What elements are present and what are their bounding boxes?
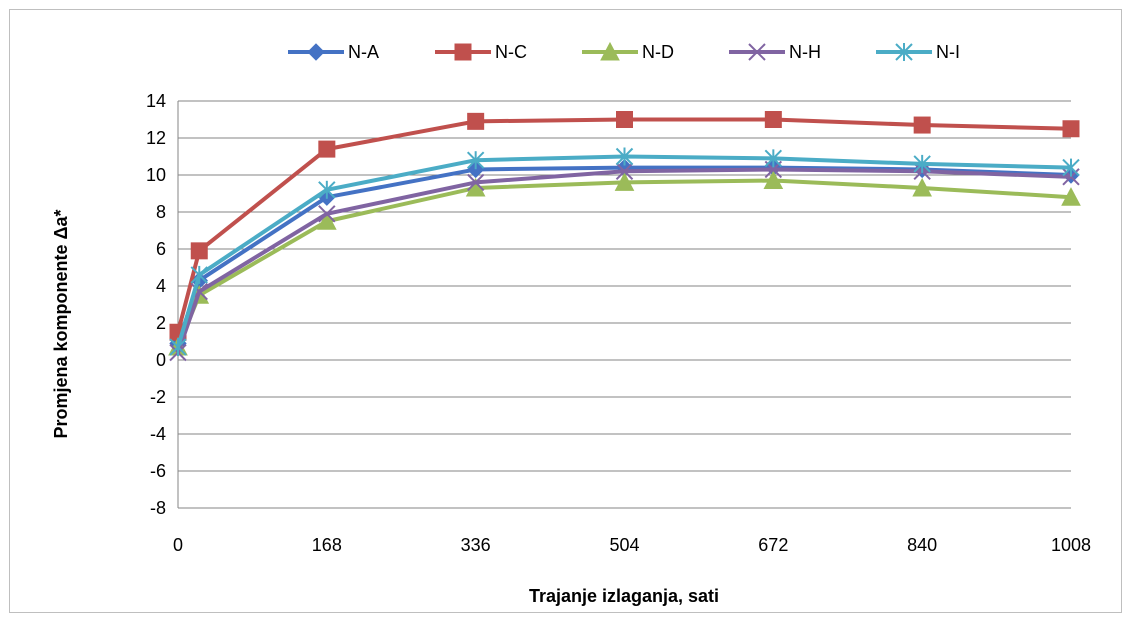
- data-point-n-d: [763, 170, 784, 190]
- data-point-n-i: [913, 154, 931, 173]
- data-point-n-i: [318, 180, 336, 199]
- legend-marker: [895, 43, 913, 61]
- data-point-n-c: [190, 242, 208, 260]
- legend-item-n-d: N-D: [582, 41, 674, 62]
- data-point-n-d: [912, 177, 932, 197]
- series-n-c: [169, 111, 1080, 341]
- series-n-d: [168, 170, 1081, 356]
- legend-label: N-A: [348, 42, 379, 62]
- legend-item-n-a: N-A: [288, 42, 379, 62]
- data-point-n-c: [318, 140, 336, 158]
- x-axis-title: Trajanje izlaganja, sati: [529, 586, 719, 606]
- legend-marker: [748, 43, 766, 61]
- legend-marker: [600, 41, 620, 61]
- y-tick-label: 14: [146, 91, 166, 111]
- data-point-n-i: [466, 151, 485, 170]
- legend-marker: [307, 43, 325, 61]
- data-point-n-i: [615, 147, 634, 166]
- marker-stroke: [748, 43, 766, 61]
- y-axis-title: Promjena komponente Δa*: [51, 210, 71, 439]
- x-tick-label: 336: [461, 535, 491, 555]
- x-tick-label: 504: [609, 535, 639, 555]
- data-point-n-c: [1062, 120, 1080, 138]
- y-tick-label: 4: [156, 276, 166, 296]
- series-line-n-i: [176, 154, 1072, 348]
- series-line-n-h: [176, 167, 1072, 354]
- data-point-n-h: [466, 173, 485, 192]
- data-point-n-d: [1061, 187, 1081, 206]
- data-point-n-i: [169, 338, 187, 357]
- y-tick-label: 8: [156, 202, 166, 222]
- legend-item-n-h: N-H: [729, 42, 821, 62]
- data-point-n-c: [467, 112, 485, 130]
- series-n-h: [169, 160, 1080, 362]
- data-point-n-h: [318, 205, 336, 223]
- x-tick-label: 1008: [1051, 535, 1091, 555]
- y-tick-label: 0: [156, 350, 166, 370]
- x-tick-label: 168: [312, 535, 342, 555]
- series-line-n-d: [176, 178, 1072, 348]
- y-tick-label: -4: [150, 424, 166, 444]
- marker-stroke: [318, 205, 336, 223]
- x-tick-label: 672: [758, 535, 788, 555]
- marker-stroke: [615, 162, 634, 181]
- series-line-n-a: [176, 165, 1072, 344]
- marker-stroke: [1062, 168, 1080, 186]
- legend-label: N-C: [495, 42, 527, 62]
- data-point-n-i: [190, 265, 208, 284]
- data-point-n-h: [615, 162, 634, 181]
- legend-label: N-D: [642, 42, 674, 62]
- legend-label: N-I: [936, 42, 960, 62]
- y-tick-label: 12: [146, 128, 166, 148]
- legend-item-n-c: N-C: [435, 42, 527, 62]
- legend-marker: [454, 43, 472, 61]
- legend-label: N-H: [789, 42, 821, 62]
- legend: N-A N-C N-D N-H N-I: [288, 41, 960, 62]
- y-tick-label: -2: [150, 387, 166, 407]
- data-point-n-d: [614, 172, 635, 191]
- y-tick-label: -8: [150, 498, 166, 518]
- data-point-n-i: [764, 149, 783, 168]
- y-tick-label: -6: [150, 461, 166, 481]
- y-tick-label: 2: [156, 313, 166, 333]
- marker-stroke: [466, 173, 485, 192]
- data-point-n-d: [317, 211, 337, 230]
- series-layer: [168, 111, 1081, 362]
- series-n-i: [169, 147, 1080, 357]
- data-point-n-c: [913, 116, 931, 134]
- x-tick-label: 840: [907, 535, 937, 555]
- x-tick-label: 0: [173, 535, 183, 555]
- data-point-n-i: [1062, 158, 1080, 177]
- series-line-n-c: [176, 117, 1072, 333]
- data-point-n-c: [616, 111, 633, 128]
- axes: -8 -6 -4 -2 0 2 4 6 8 10 12 14 0 168 336 504 672 840 1008: [146, 91, 1091, 555]
- data-point-n-c: [764, 111, 782, 128]
- legend-item-n-i: N-I: [876, 42, 960, 62]
- data-point-n-h: [1062, 168, 1080, 186]
- y-tick-label: 6: [156, 239, 166, 259]
- y-tick-label: 10: [146, 165, 166, 185]
